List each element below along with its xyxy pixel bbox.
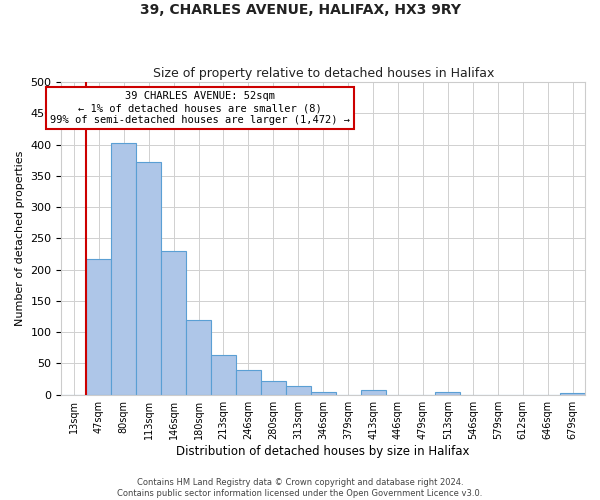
Bar: [361, 390, 386, 394]
Text: 39 CHARLES AVENUE: 52sqm
← 1% of detached houses are smaller (8)
99% of semi-det: 39 CHARLES AVENUE: 52sqm ← 1% of detache…: [50, 92, 350, 124]
Bar: [211, 356, 236, 395]
Bar: [111, 142, 136, 394]
Bar: [311, 392, 335, 394]
Bar: [161, 251, 186, 394]
Bar: [436, 392, 460, 394]
Bar: [86, 259, 111, 394]
Y-axis label: Number of detached properties: Number of detached properties: [15, 150, 25, 326]
Bar: [136, 162, 161, 394]
Bar: [261, 381, 286, 394]
Title: Size of property relative to detached houses in Halifax: Size of property relative to detached ho…: [152, 66, 494, 80]
Bar: [186, 320, 211, 394]
Text: Contains HM Land Registry data © Crown copyright and database right 2024.
Contai: Contains HM Land Registry data © Crown c…: [118, 478, 482, 498]
Bar: [286, 386, 311, 394]
Bar: [560, 393, 585, 394]
X-axis label: Distribution of detached houses by size in Halifax: Distribution of detached houses by size …: [176, 444, 470, 458]
Bar: [236, 370, 261, 394]
Text: 39, CHARLES AVENUE, HALIFAX, HX3 9RY: 39, CHARLES AVENUE, HALIFAX, HX3 9RY: [139, 2, 461, 16]
